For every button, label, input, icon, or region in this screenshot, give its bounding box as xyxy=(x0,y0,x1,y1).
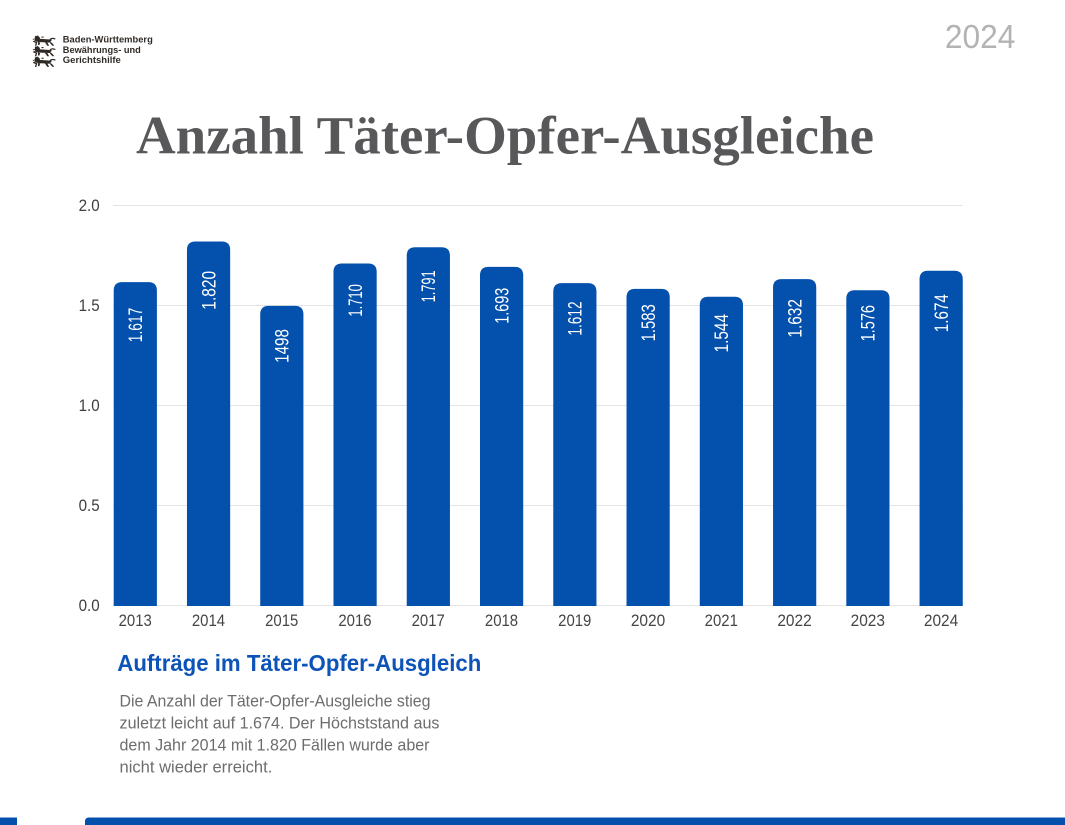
svg-text:1.612: 1.612 xyxy=(565,301,587,335)
svg-text:1.544: 1.544 xyxy=(711,314,733,353)
svg-text:1.0: 1.0 xyxy=(79,396,100,415)
svg-text:2024: 2024 xyxy=(924,611,958,630)
svg-text:Aufträge im Täter-Opfer-Ausgle: Aufträge im Täter-Opfer-Ausgleich xyxy=(117,650,481,676)
svg-text:2015: 2015 xyxy=(265,611,298,630)
svg-text:2024: 2024 xyxy=(945,18,1016,55)
svg-text:1.583: 1.583 xyxy=(638,304,660,341)
svg-text:1.632: 1.632 xyxy=(784,299,806,338)
svg-text:2016: 2016 xyxy=(338,611,371,630)
svg-text:1.820: 1.820 xyxy=(198,271,220,310)
svg-text:Baden-Württemberg: Baden-Württemberg xyxy=(63,35,153,45)
svg-text:2018: 2018 xyxy=(485,611,518,630)
svg-text:1.674: 1.674 xyxy=(931,294,953,332)
svg-text:2019: 2019 xyxy=(558,611,591,630)
svg-text:2022: 2022 xyxy=(777,611,811,630)
svg-text:2021: 2021 xyxy=(705,611,738,630)
svg-text:0.0: 0.0 xyxy=(79,596,100,615)
svg-text:1.576: 1.576 xyxy=(858,305,880,341)
svg-text:1.791: 1.791 xyxy=(418,270,440,302)
svg-text:2020: 2020 xyxy=(631,611,665,630)
svg-text:nicht wieder erreicht.: nicht wieder erreicht. xyxy=(120,757,273,776)
svg-text:2014: 2014 xyxy=(192,611,225,630)
svg-text:1.617: 1.617 xyxy=(125,308,147,343)
svg-text:2023: 2023 xyxy=(851,611,885,630)
svg-text:dem Jahr 2014 mit 1.820 Fällen: dem Jahr 2014 mit 1.820 Fällen wurde abe… xyxy=(120,735,430,754)
svg-text:Anzahl Täter-Opfer-Ausgleiche: Anzahl Täter-Opfer-Ausgleiche xyxy=(136,106,874,166)
svg-text:zuletzt leicht auf 1.674. Der: zuletzt leicht auf 1.674. Der Höchststan… xyxy=(120,714,440,733)
svg-text:2017: 2017 xyxy=(412,611,445,630)
svg-text:1498: 1498 xyxy=(272,329,294,363)
svg-text:Die Anzahl der Täter-Opfer-Aus: Die Anzahl der Täter-Opfer-Ausgleiche st… xyxy=(120,692,431,711)
svg-text:Bewährungs- und: Bewährungs- und xyxy=(63,45,141,55)
svg-text:1.693: 1.693 xyxy=(491,288,513,324)
svg-text:2013: 2013 xyxy=(119,611,152,630)
svg-text:1.710: 1.710 xyxy=(345,284,367,316)
svg-text:1.5: 1.5 xyxy=(79,296,100,315)
svg-text:2.0: 2.0 xyxy=(79,196,100,215)
svg-text:0.5: 0.5 xyxy=(79,496,100,515)
svg-text:Gerichtshilfe: Gerichtshilfe xyxy=(63,55,121,65)
